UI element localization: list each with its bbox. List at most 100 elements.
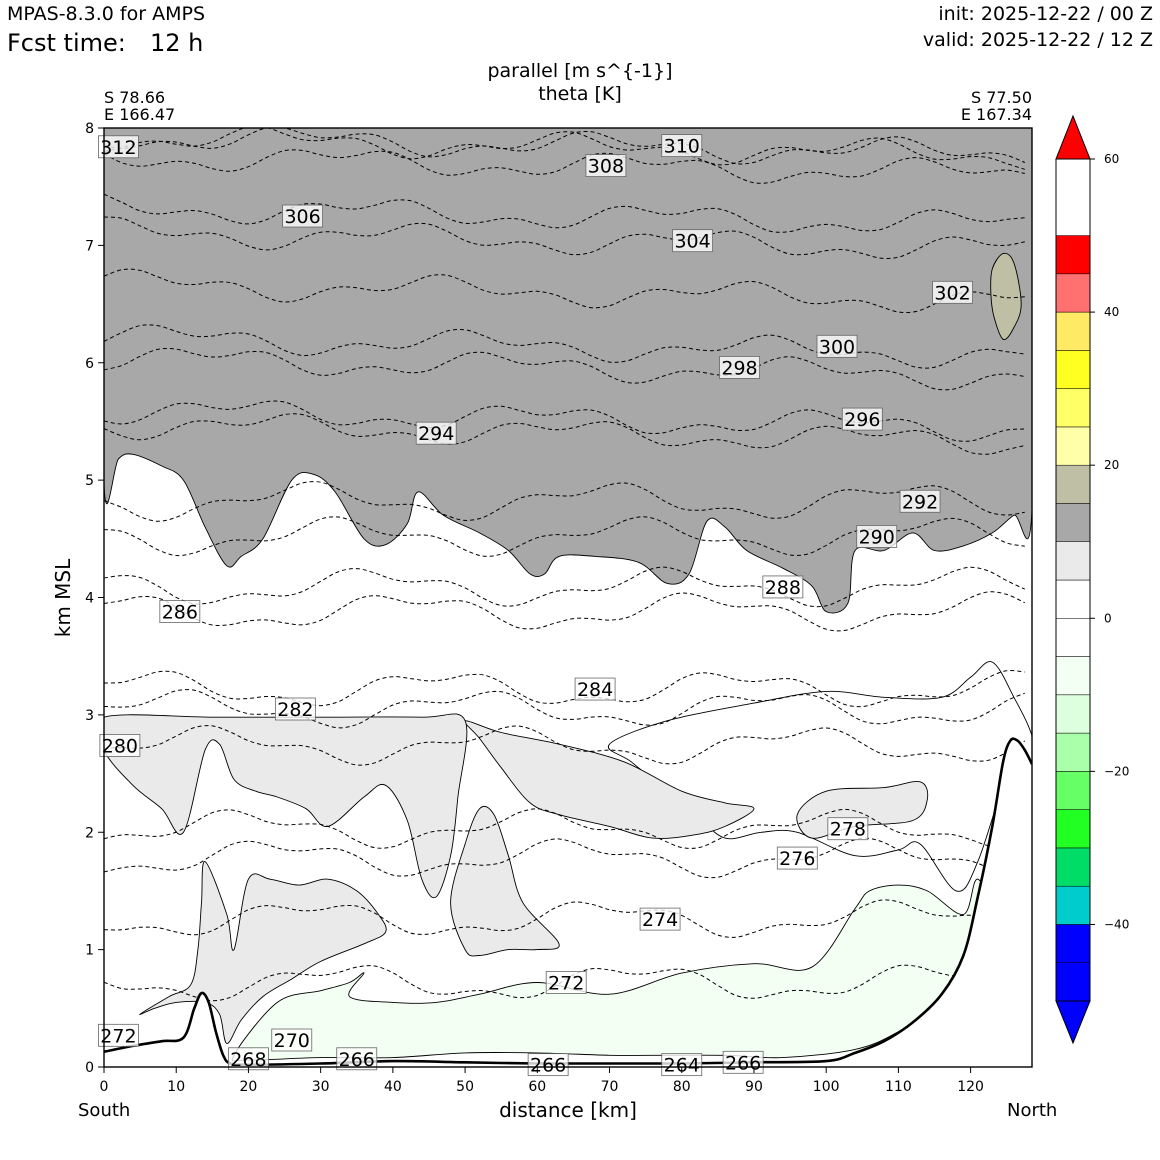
colorbar-tick-label: 20 xyxy=(1104,458,1119,472)
theta-label-box xyxy=(639,907,681,931)
model-name: MPAS-8.3.0 for AMPS xyxy=(7,3,206,25)
theta-label-group: 304 xyxy=(672,229,713,253)
theta-label-box xyxy=(722,1050,764,1074)
theta-label-box xyxy=(336,1047,378,1071)
theta-label-group: 272 xyxy=(545,971,587,994)
theta-label-group: 298 xyxy=(719,356,760,379)
theta-isoline-284 xyxy=(104,669,1025,708)
y-tick-label: 7 xyxy=(85,238,94,254)
theta-label-group: 302 xyxy=(932,280,973,304)
theta-label-box xyxy=(159,600,201,623)
theta-isoline-292 xyxy=(104,481,1025,522)
init-time: init: 2025-12-22 / 00 Z xyxy=(938,3,1153,25)
colorbar-segment xyxy=(1055,809,1091,849)
colorbar-tick-label: −20 xyxy=(1104,764,1129,778)
theta-label-group: 294 xyxy=(415,421,457,445)
theta-label-group: 264 xyxy=(661,1053,703,1077)
theta-isoline-310 xyxy=(104,128,1025,165)
theta-label: 306 xyxy=(284,206,320,228)
theta-label-box xyxy=(99,733,141,757)
theta-label-group: 284 xyxy=(574,677,616,701)
colorbar-segment xyxy=(1055,656,1091,696)
theta-label: 274 xyxy=(642,909,678,931)
theta-label-box xyxy=(776,846,818,870)
colorbar-tick-label: 0 xyxy=(1104,611,1112,625)
colorbar-segment xyxy=(1055,924,1091,963)
theta-label: 270 xyxy=(274,1030,310,1052)
theta-label: 278 xyxy=(830,819,866,841)
terrain-fill xyxy=(104,738,1032,1067)
colorbar-segment xyxy=(1055,350,1091,389)
theta-label-box xyxy=(899,489,941,513)
theta-label: 264 xyxy=(664,1055,700,1077)
theta-label: 272 xyxy=(548,972,584,994)
colorbar-frame xyxy=(1055,158,1091,1002)
theta-label-box xyxy=(98,1023,139,1047)
theta-label: 310 xyxy=(664,136,700,158)
theta-label-group: 296 xyxy=(841,407,883,431)
theta-label: 298 xyxy=(721,357,757,379)
theta-label-group: 286 xyxy=(159,600,201,624)
x-tick-label: 0 xyxy=(100,1079,109,1095)
theta-label-group: 308 xyxy=(585,154,627,178)
shaded-region-parallel-5-10-ridge xyxy=(463,720,755,839)
theta-label-group: 282 xyxy=(274,697,316,721)
shaded-region-parallel-5-10-left xyxy=(104,713,468,899)
colorbar-segment xyxy=(1055,847,1091,887)
x-tick-label: 40 xyxy=(384,1079,402,1095)
left-end-latitude: S 78.66 xyxy=(104,88,166,107)
shaded-region-parallel-5-10-lower xyxy=(607,661,1032,892)
theta-label-box xyxy=(841,407,883,431)
theta-label: 276 xyxy=(779,848,815,870)
theta-label-box xyxy=(816,334,858,358)
theta-label-box xyxy=(827,817,869,841)
colorbar-tick-label: 60 xyxy=(1104,152,1119,166)
right-end-latitude: S 77.50 xyxy=(970,88,1032,107)
x-tick-label: 50 xyxy=(456,1079,474,1095)
left-end-longitude: E 166.47 xyxy=(104,105,176,124)
theta-label-box xyxy=(282,204,323,228)
theta-label: 266 xyxy=(530,1055,566,1077)
right-end-longitude: E 167.34 xyxy=(960,105,1032,124)
chart-title-line1: parallel [m s^{-1}] xyxy=(487,60,673,82)
colorbar-segment xyxy=(1055,541,1091,581)
theta-label: 308 xyxy=(588,156,624,178)
terrain-outline xyxy=(104,737,1032,1067)
theta-label-group: 306 xyxy=(282,204,323,228)
theta-label: 286 xyxy=(162,602,198,624)
theta-label-group: 276 xyxy=(776,846,818,870)
theta-label-group: 274 xyxy=(639,907,681,931)
theta-label: 266 xyxy=(339,1049,375,1071)
shaded-region-parallel-5-10-peak xyxy=(450,805,560,957)
theta-label: 266 xyxy=(725,1052,761,1074)
theta-isoline-274 xyxy=(104,899,1026,938)
theta-isoline-280 xyxy=(104,725,1026,766)
theta-label: 302 xyxy=(934,282,970,304)
theta-label: 272 xyxy=(100,1025,136,1047)
colorbar-segment xyxy=(1055,464,1091,504)
colorbar-over-arrow xyxy=(1055,114,1091,160)
theta-label-group: 310 xyxy=(661,134,703,158)
theta-label-box xyxy=(271,1028,313,1052)
theta-isoline-300 xyxy=(104,324,1025,369)
plot-axes: 0 10 20 30 40 50 60 70 80 90 100 110 120 0 1 2 3 4 5 6 7 8 xyxy=(85,121,984,1095)
theta-label-group: 292 xyxy=(899,489,941,513)
x-tick-label: 10 xyxy=(167,1079,185,1095)
y-tick-label: 8 xyxy=(85,121,94,137)
theta-isoline-304 xyxy=(104,216,1025,259)
theta-label: 296 xyxy=(844,409,880,431)
theta-isoline-294 xyxy=(104,413,1025,455)
theta-label-group: 266 xyxy=(336,1047,378,1071)
x-tick-label: 110 xyxy=(885,1079,912,1095)
theta-label: 288 xyxy=(765,577,801,599)
theta-label-group: 278 xyxy=(827,817,869,841)
theta-label: 282 xyxy=(277,699,313,721)
theta-label-box xyxy=(98,135,139,159)
theta-isoline-308 xyxy=(104,149,1025,184)
theta-label-box xyxy=(574,677,616,701)
theta-label-box xyxy=(415,421,457,445)
theta-isoline-306 xyxy=(104,193,1025,233)
x-tick-label: 30 xyxy=(312,1079,330,1095)
theta-isoline-296 xyxy=(104,400,1025,442)
theta-label-group: 272 xyxy=(98,1023,139,1047)
